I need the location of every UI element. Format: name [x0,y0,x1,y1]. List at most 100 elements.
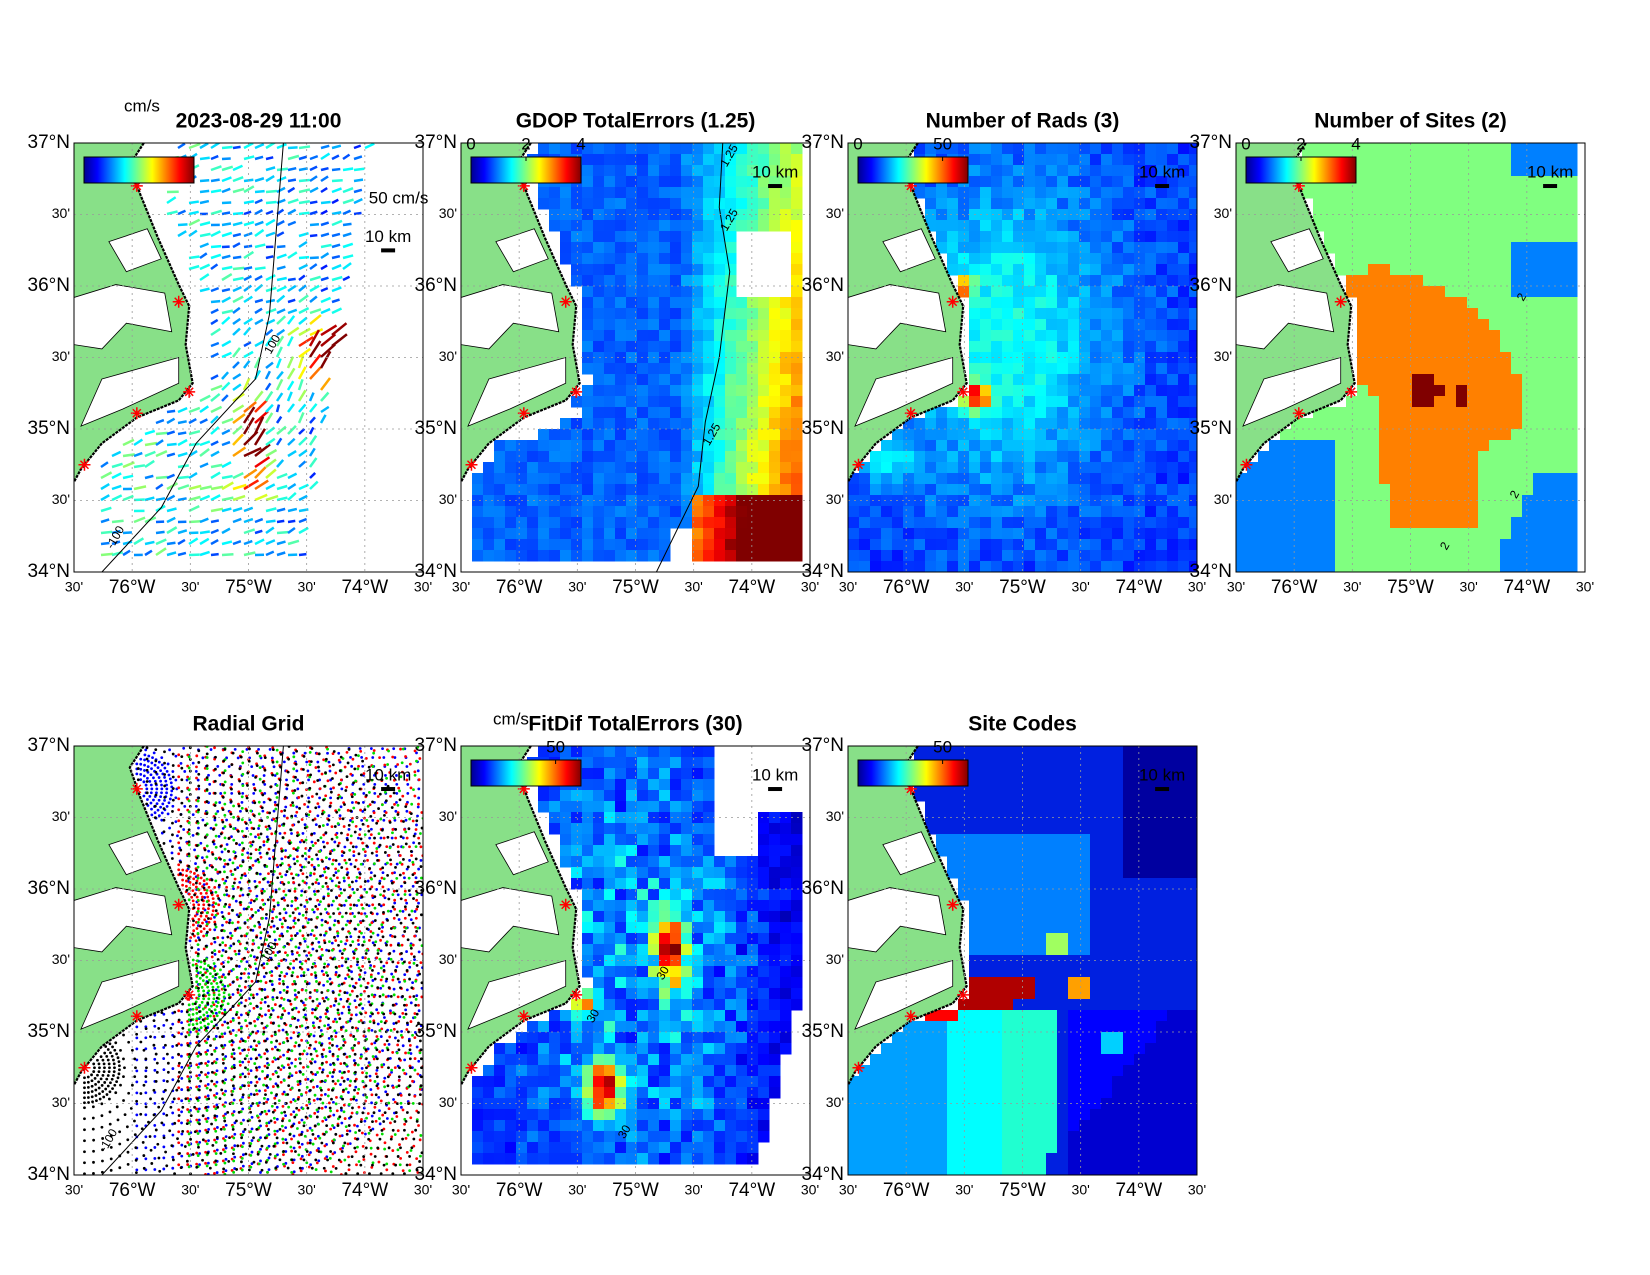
current-vector [265,218,276,227]
grid-cell [1566,308,1578,320]
grid-cell [1368,550,1380,562]
grid-cell [1412,187,1424,199]
grid-cell [692,418,704,430]
radial-grid-point [168,839,172,843]
radial-grid-point [242,1130,245,1134]
grid-cell [1101,517,1113,529]
grid-cell [560,143,572,155]
radial-grid-point [163,776,166,779]
grid-cell [1500,473,1512,485]
grid-cell [1189,297,1197,309]
grid-cell [969,264,981,276]
grid-cell [1522,297,1534,309]
radial-grid-point [259,936,263,940]
radial-grid-point [228,858,232,862]
grid-cell [1101,473,1113,485]
radial-grid-point [268,857,272,861]
grid-cell [725,550,737,562]
grid-cell [1368,187,1380,199]
grid-cell [1134,352,1146,364]
current-vector [320,232,330,238]
grid-cell [1145,165,1157,177]
radial-grid-point [340,787,344,791]
grid-cell [1423,385,1435,397]
grid-cell [1035,242,1047,254]
grid-cell [593,374,605,386]
grid-cell [1401,429,1413,441]
grid-cell [1189,264,1197,276]
grid-cell [1434,253,1446,265]
grid-cell [1500,286,1512,298]
radial-grid-point [213,818,217,822]
grid-cell [1145,264,1157,276]
grid-cell [1434,297,1446,309]
grid-cell [1247,550,1259,562]
radial-grid-point [135,1080,139,1084]
grid-cell [1500,319,1512,331]
grid-cell [1511,396,1523,408]
current-vector [276,459,285,468]
grid-cell [1068,363,1080,375]
grid-cell [659,451,671,463]
grid-cell [560,253,572,265]
grid-cell [692,143,704,155]
grid-cell [494,484,506,496]
grid-cell [1046,473,1058,485]
grid-cell [516,440,528,452]
grid-cell [1313,484,1325,496]
grid-cell [1555,506,1567,518]
radial-grid-point [233,747,237,751]
grid-cell [925,495,937,507]
grid-cell [1511,308,1523,320]
radial-grid-point [197,971,200,975]
grid-cell [1079,275,1091,287]
grid-cell [1101,407,1113,419]
grid-cell [947,407,959,419]
radial-grid-point [323,1093,327,1096]
current-vector [276,186,286,194]
grid-cell [1101,341,1113,353]
current-vector [210,485,224,491]
grid-cell [571,528,583,540]
radial-grid-point [259,1124,262,1128]
grid-cell [980,319,992,331]
grid-cell [648,550,660,562]
radial-grid-point [416,805,420,809]
grid-cell [1357,374,1369,386]
grid-cell [1500,550,1512,562]
grid-cell [914,539,926,551]
grid-cell [758,154,770,166]
grid-cell [1002,154,1014,166]
radial-grid-point [153,1035,157,1039]
grid-cell [747,385,759,397]
grid-cell [1368,495,1380,507]
grid-cell [769,517,781,529]
current-vector [243,244,253,249]
radial-grid-point [213,952,217,956]
grid-cell [1412,176,1424,188]
current-vector [254,410,269,424]
grid-cell [1478,429,1490,441]
grid-cell [1313,561,1325,572]
current-vector [100,482,110,491]
current-vector [232,255,242,260]
radial-grid-point [358,827,362,831]
grid-cell [1013,352,1025,364]
grid-cell [1313,473,1325,485]
radial-grid-point [220,962,224,966]
grid-cell [1046,286,1058,298]
grid-cell [1511,264,1523,276]
radial-grid-point [209,826,213,830]
grid-cell [1335,495,1347,507]
grid-cell [769,198,781,210]
radial-grid-point [144,748,148,752]
radial-grid-point [210,955,214,959]
grid-cell [1379,429,1391,441]
radial-grid-point [307,796,310,800]
grid-cell [1269,550,1281,562]
radial-grid-point [187,892,191,896]
grid-cell [1101,264,1113,276]
current-vector [309,263,318,271]
grid-cell [1035,539,1047,551]
radial-grid-point [268,827,272,830]
